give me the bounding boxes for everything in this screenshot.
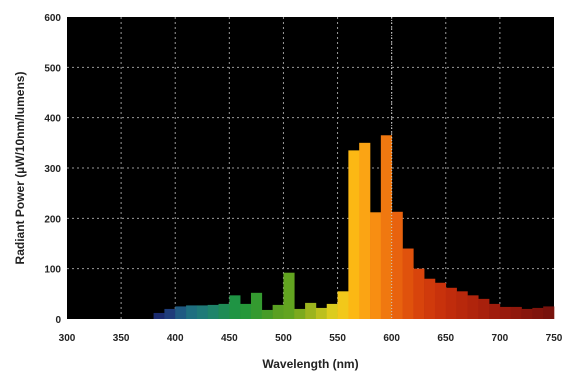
spectrum-bar — [218, 303, 230, 319]
spectrum-bar — [521, 308, 533, 319]
spectrum-bar — [391, 211, 403, 319]
spectrum-bar — [326, 303, 338, 319]
spectrum-bar — [164, 308, 176, 319]
spectrum-bar — [305, 302, 317, 319]
spectrum-bar — [196, 305, 208, 319]
spectrum-bar — [456, 291, 468, 319]
spectrum-bar — [186, 305, 198, 319]
y-tick-label: 500 — [44, 63, 61, 74]
spectrum-bar — [370, 212, 382, 319]
spectrum-bar — [434, 282, 447, 319]
x-tick-label: 400 — [167, 333, 184, 344]
spectrum-bar — [499, 306, 512, 319]
spectrum-bar — [424, 278, 436, 319]
spectrum-bar — [413, 268, 425, 319]
spectrum-bar — [445, 287, 457, 319]
x-tick-label: 700 — [492, 333, 509, 344]
plot-area — [67, 17, 554, 319]
x-tick-label: 500 — [275, 333, 292, 344]
y-tick-label: 600 — [44, 13, 61, 24]
y-tick-label: 100 — [44, 265, 61, 276]
spectrum-bar — [359, 142, 371, 319]
x-tick-label: 300 — [59, 333, 76, 344]
x-tick-label: 350 — [113, 333, 130, 344]
spectrum-bar — [207, 304, 219, 319]
spectrum-bar — [402, 248, 414, 319]
x-axis-label: Wavelength (nm) — [262, 357, 358, 371]
y-axis-label: Radiant Power (µW/10nm/lumens) — [13, 72, 27, 265]
spectrum-bar — [294, 308, 306, 319]
spectrum-bar — [510, 306, 522, 319]
spectrum-bar — [478, 298, 490, 319]
spectrum-bar — [175, 306, 187, 319]
spectrum-bar — [153, 312, 165, 319]
spectrum-bar — [240, 303, 252, 319]
spectrum-bar — [467, 295, 479, 319]
spectrum-bar — [272, 304, 284, 319]
spectrum-bar — [315, 307, 328, 319]
spectrum-bar — [337, 291, 349, 319]
y-axis-ticks: 0 100 200 300 400 500 600 — [44, 13, 61, 326]
spectrum-bar — [348, 150, 360, 319]
spectrum-bar — [489, 303, 501, 319]
x-axis-ticks: 300 350 400 450 500 550 600 650 700 750 — [59, 333, 563, 344]
x-tick-label: 450 — [221, 333, 238, 344]
y-tick-label: 0 — [55, 315, 61, 326]
x-tick-label: 650 — [437, 333, 454, 344]
spectrum-bar — [532, 307, 544, 319]
spectrum-bar — [229, 295, 241, 319]
x-tick-label: 600 — [383, 333, 400, 344]
spectrum-bar — [380, 135, 392, 319]
spectrum-bar — [261, 309, 273, 319]
spectrum-bar — [283, 272, 295, 319]
x-tick-label: 550 — [329, 333, 346, 344]
spectrum-bar — [250, 292, 263, 319]
y-tick-label: 200 — [44, 214, 61, 225]
y-tick-label: 400 — [44, 114, 61, 125]
x-tick-label: 750 — [546, 333, 563, 344]
spectrum-bar — [543, 306, 555, 319]
y-tick-label: 300 — [44, 164, 61, 175]
spectrum-bars — [153, 135, 555, 319]
